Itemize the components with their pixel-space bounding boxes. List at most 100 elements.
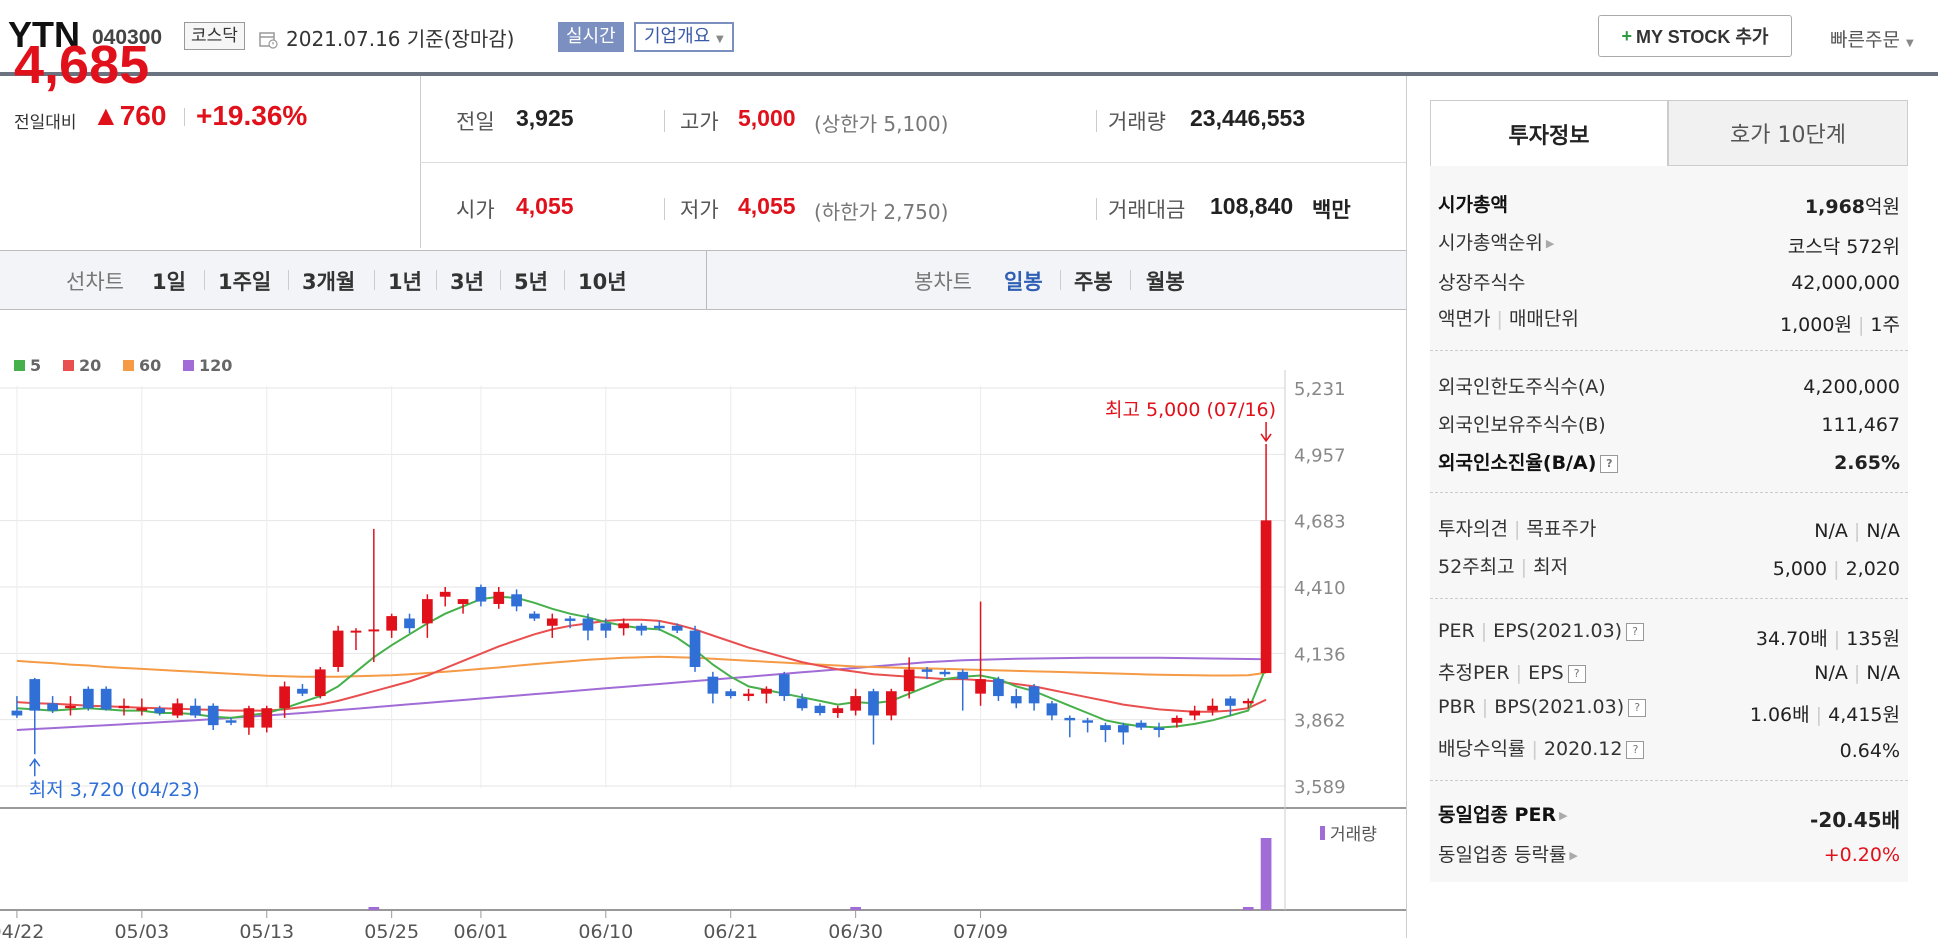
opinion-target-label: 투자의견 | 목표주가 (1438, 518, 1597, 540)
legend-label: 5 (30, 356, 41, 375)
period-1y[interactable]: 1년 (388, 270, 422, 294)
divider (1430, 598, 1908, 599)
realtime-button[interactable]: 실시간 (558, 22, 624, 52)
industry-change-label[interactable]: 동일업종 등락률 ▶ (1438, 840, 1578, 867)
current-price: 4,685 (14, 35, 150, 95)
candle-body (1082, 720, 1093, 723)
divider (374, 270, 375, 290)
open-value: 4,055 (516, 193, 574, 219)
candle-body (1207, 705, 1218, 711)
amount-unit: 백만 (1312, 198, 1351, 222)
high-annotation: 최고 5,000 (07/16) (1105, 399, 1276, 421)
candle-body (689, 630, 701, 667)
dividend-text: 배당수익률 (1438, 738, 1526, 760)
period-1w[interactable]: 1주일 (218, 270, 272, 294)
candle-body (386, 616, 398, 631)
y-tick-label: 4,136 (1294, 644, 1346, 665)
mcap-rank-text: 시가총액순위 (1438, 232, 1543, 254)
period-10y[interactable]: 10년 (578, 270, 627, 294)
caret-right-icon: ▶ (1559, 809, 1568, 822)
mcap-rank-label[interactable]: 시가총액순위 ▶ (1438, 228, 1554, 255)
est-eps-label: EPS (1528, 662, 1564, 684)
candle-body (529, 613, 540, 619)
candles (11, 443, 1272, 755)
target-value: N/A (1866, 520, 1900, 542)
candle-body (778, 674, 790, 697)
candle-body (279, 686, 290, 709)
divider (184, 108, 185, 126)
tab-invest-info[interactable]: 투자정보 (1430, 100, 1668, 166)
legend-swatch (14, 360, 25, 371)
tab-hoga[interactable]: 호가 10단계 (1668, 100, 1908, 166)
candle-body (118, 705, 130, 709)
help-icon[interactable]: ? (1626, 740, 1645, 759)
low-annotation: 최저 3,720 (04/23) (29, 779, 200, 801)
candle-body (207, 705, 219, 726)
volume-label: 거래량 (1108, 110, 1166, 134)
dropdown-arrow-icon: ▼ (715, 34, 724, 45)
candle-body (582, 618, 594, 631)
corp-overview-button[interactable]: 기업개요 ▼ (634, 22, 734, 52)
est-eps-value: N/A (1866, 662, 1900, 684)
candle-body (1100, 725, 1111, 731)
period-1d[interactable]: 1일 (152, 270, 186, 294)
industry-per-label[interactable]: 동일업종 PER ▶ (1438, 800, 1568, 827)
candle-body (511, 594, 522, 607)
candle-body (11, 710, 23, 716)
ma60-line (16, 655, 1267, 678)
candle-body (136, 708, 148, 711)
candle-body (850, 696, 861, 711)
pbr-bps-value: 1.06배 | 4,415원 (1749, 704, 1900, 726)
foreign-ratio-value: 2.65% (1834, 452, 1900, 474)
candle-body (243, 708, 255, 728)
x-tick-label: 06/01 (454, 921, 509, 938)
wk52-label: 52주최고 | 최저 (1438, 556, 1569, 578)
candle-body (1189, 710, 1201, 716)
period-monthly[interactable]: 월봉 (1146, 270, 1185, 294)
opinion-label: 투자의견 (1438, 518, 1508, 540)
chart-legend: 5 20 60 120 (14, 356, 232, 375)
my-stock-add-button[interactable]: + MY STOCK 추가 (1598, 15, 1792, 57)
dropdown-arrow-icon: ▼ (1905, 38, 1914, 49)
help-icon[interactable]: ? (1626, 622, 1645, 641)
candle-body (939, 671, 951, 675)
bps-value: 4,415원 (1828, 704, 1900, 726)
help-icon[interactable]: ? (1567, 664, 1586, 683)
legend-swatch (123, 360, 134, 371)
chart-grid (0, 370, 1406, 918)
amount-value: 108,840 (1210, 193, 1294, 219)
per-eps-value: 34.70배 | 135원 (1755, 628, 1900, 650)
x-tick-label: 05/03 (114, 921, 169, 938)
divider (564, 270, 565, 290)
y-tick-label: 5,231 (1294, 379, 1346, 400)
divider (664, 198, 665, 220)
industry-per-value: -20.45배 (1810, 808, 1900, 832)
x-tick-label: 05/25 (364, 921, 419, 938)
help-icon[interactable]: ? (1600, 454, 1619, 473)
period-daily[interactable]: 일봉 (1004, 270, 1043, 294)
period-3m[interactable]: 3개월 (302, 270, 356, 294)
candle-body (1028, 686, 1040, 704)
period-weekly[interactable]: 주봉 (1074, 270, 1113, 294)
candle-body (475, 587, 487, 602)
help-icon[interactable]: ? (1628, 698, 1647, 717)
date-value: 2021.07.16 (286, 27, 401, 51)
period-3y[interactable]: 3년 (450, 270, 484, 294)
candle-body (1153, 727, 1165, 731)
candle-body (725, 691, 737, 697)
candle-body (1010, 696, 1022, 704)
stock-code: 040300 (92, 26, 163, 49)
quick-order-label: 빠른주문 (1830, 29, 1900, 51)
eps-value: 135원 (1846, 628, 1900, 650)
period-5y[interactable]: 5년 (514, 270, 548, 294)
quick-order-button[interactable]: 빠른주문 ▼ (1830, 25, 1914, 52)
dividend-year: 2020.12 (1543, 738, 1623, 760)
volume-bar (1260, 838, 1272, 910)
candle-body (100, 688, 112, 710)
candle-body (653, 625, 665, 629)
opinion-value: N/A (1814, 520, 1848, 542)
y-tick-label: 4,683 (1294, 512, 1346, 533)
caret-right-icon: ▶ (1569, 849, 1578, 862)
candle-body (921, 669, 933, 672)
industry-change-value: +0.20% (1823, 844, 1900, 866)
